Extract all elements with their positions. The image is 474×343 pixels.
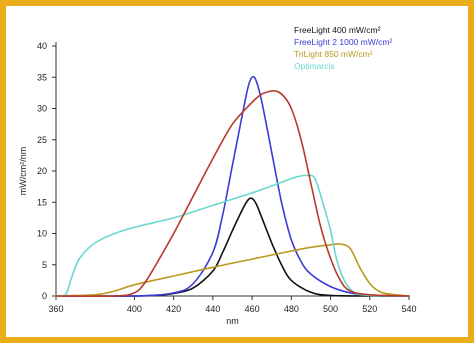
series-lines (55, 75, 410, 298)
x-tick-label: 480 (284, 304, 299, 314)
legend: FreeLight 400 mW/cm² FreeLight 2 1000 mW/… (294, 25, 392, 71)
legend-entry-4: Optimarcis (294, 61, 335, 71)
x-tick-label: 460 (245, 304, 260, 314)
series-line-3 (55, 243, 410, 297)
y-tick-label: 0 (42, 291, 47, 301)
x-axis-title: nm (226, 316, 239, 326)
y-tick-label: 30 (37, 104, 47, 114)
legend-entry-2: FreeLight 2 1000 mW/cm² (294, 37, 392, 47)
series-line-2 (55, 75, 410, 298)
y-tick-label: 20 (37, 166, 47, 176)
y-tick-label: 10 (37, 229, 47, 239)
x-tick-label: 540 (401, 304, 416, 314)
legend-entry-3: TriLight 850 mW/cm² (294, 49, 373, 59)
x-ticks: 360 400 420 440 460 480 500 520 540 (48, 296, 417, 314)
y-tick-label: 25 (37, 135, 47, 145)
line-chart: 0 5 10 15 20 25 30 35 40 360 400 420 440 460 480 500 52… (18, 25, 417, 326)
legend-entry-1: FreeLight 400 mW/cm² (294, 25, 381, 35)
y-axis-title: mW/cm²/nm (18, 147, 28, 196)
series-line-1 (55, 197, 410, 297)
y-tick-label: 35 (37, 72, 47, 82)
series-line-4 (55, 174, 410, 297)
x-tick-label: 500 (323, 304, 338, 314)
y-tick-label: 15 (37, 197, 47, 207)
x-tick-label: 360 (48, 304, 63, 314)
y-ticks: 0 5 10 15 20 25 30 35 40 (37, 41, 56, 301)
x-tick-label: 520 (362, 304, 377, 314)
x-tick-label: 400 (127, 304, 142, 314)
series-line-5 (55, 90, 410, 298)
y-tick-label: 40 (37, 41, 47, 51)
x-tick-label: 440 (205, 304, 220, 314)
x-tick-label: 420 (166, 304, 181, 314)
y-tick-label: 5 (42, 260, 47, 270)
